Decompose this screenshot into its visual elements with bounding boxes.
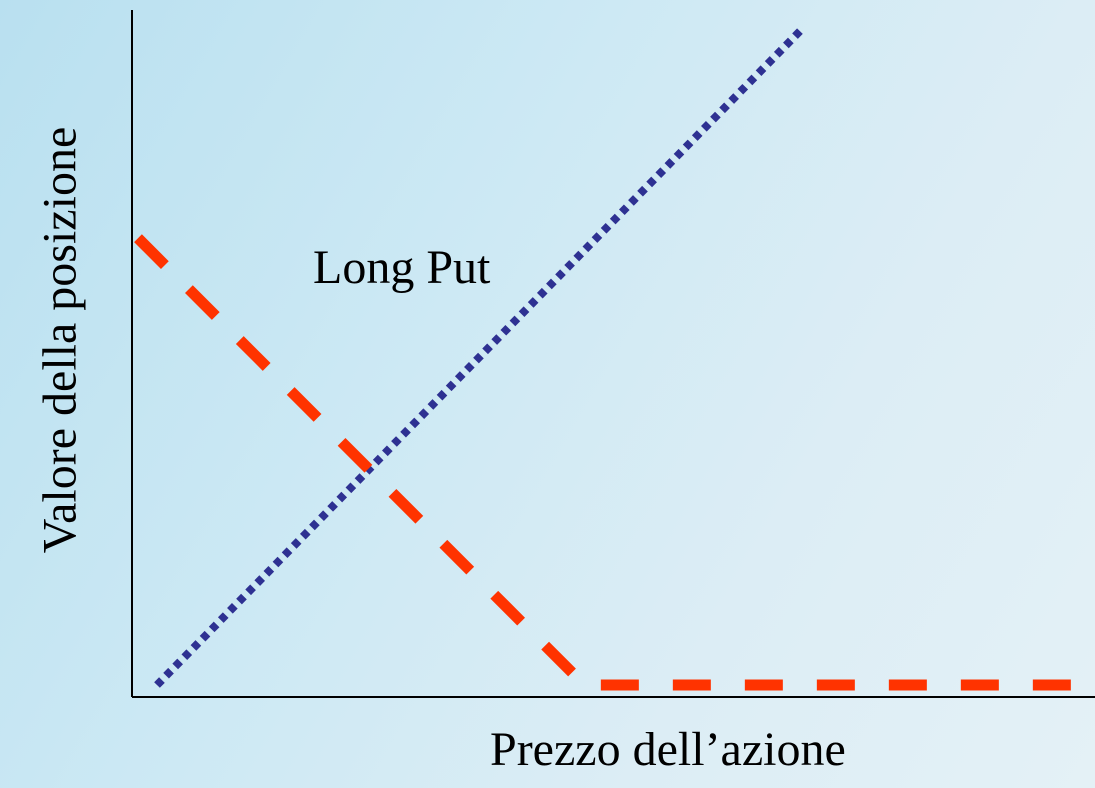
series-layer (134, 25, 1079, 691)
series-dotted-line (154, 25, 806, 688)
long-put-annotation: Long Put (313, 241, 491, 294)
series-dashed-line (134, 234, 1079, 691)
x-axis-label: Prezzo dell’azione (490, 723, 846, 776)
